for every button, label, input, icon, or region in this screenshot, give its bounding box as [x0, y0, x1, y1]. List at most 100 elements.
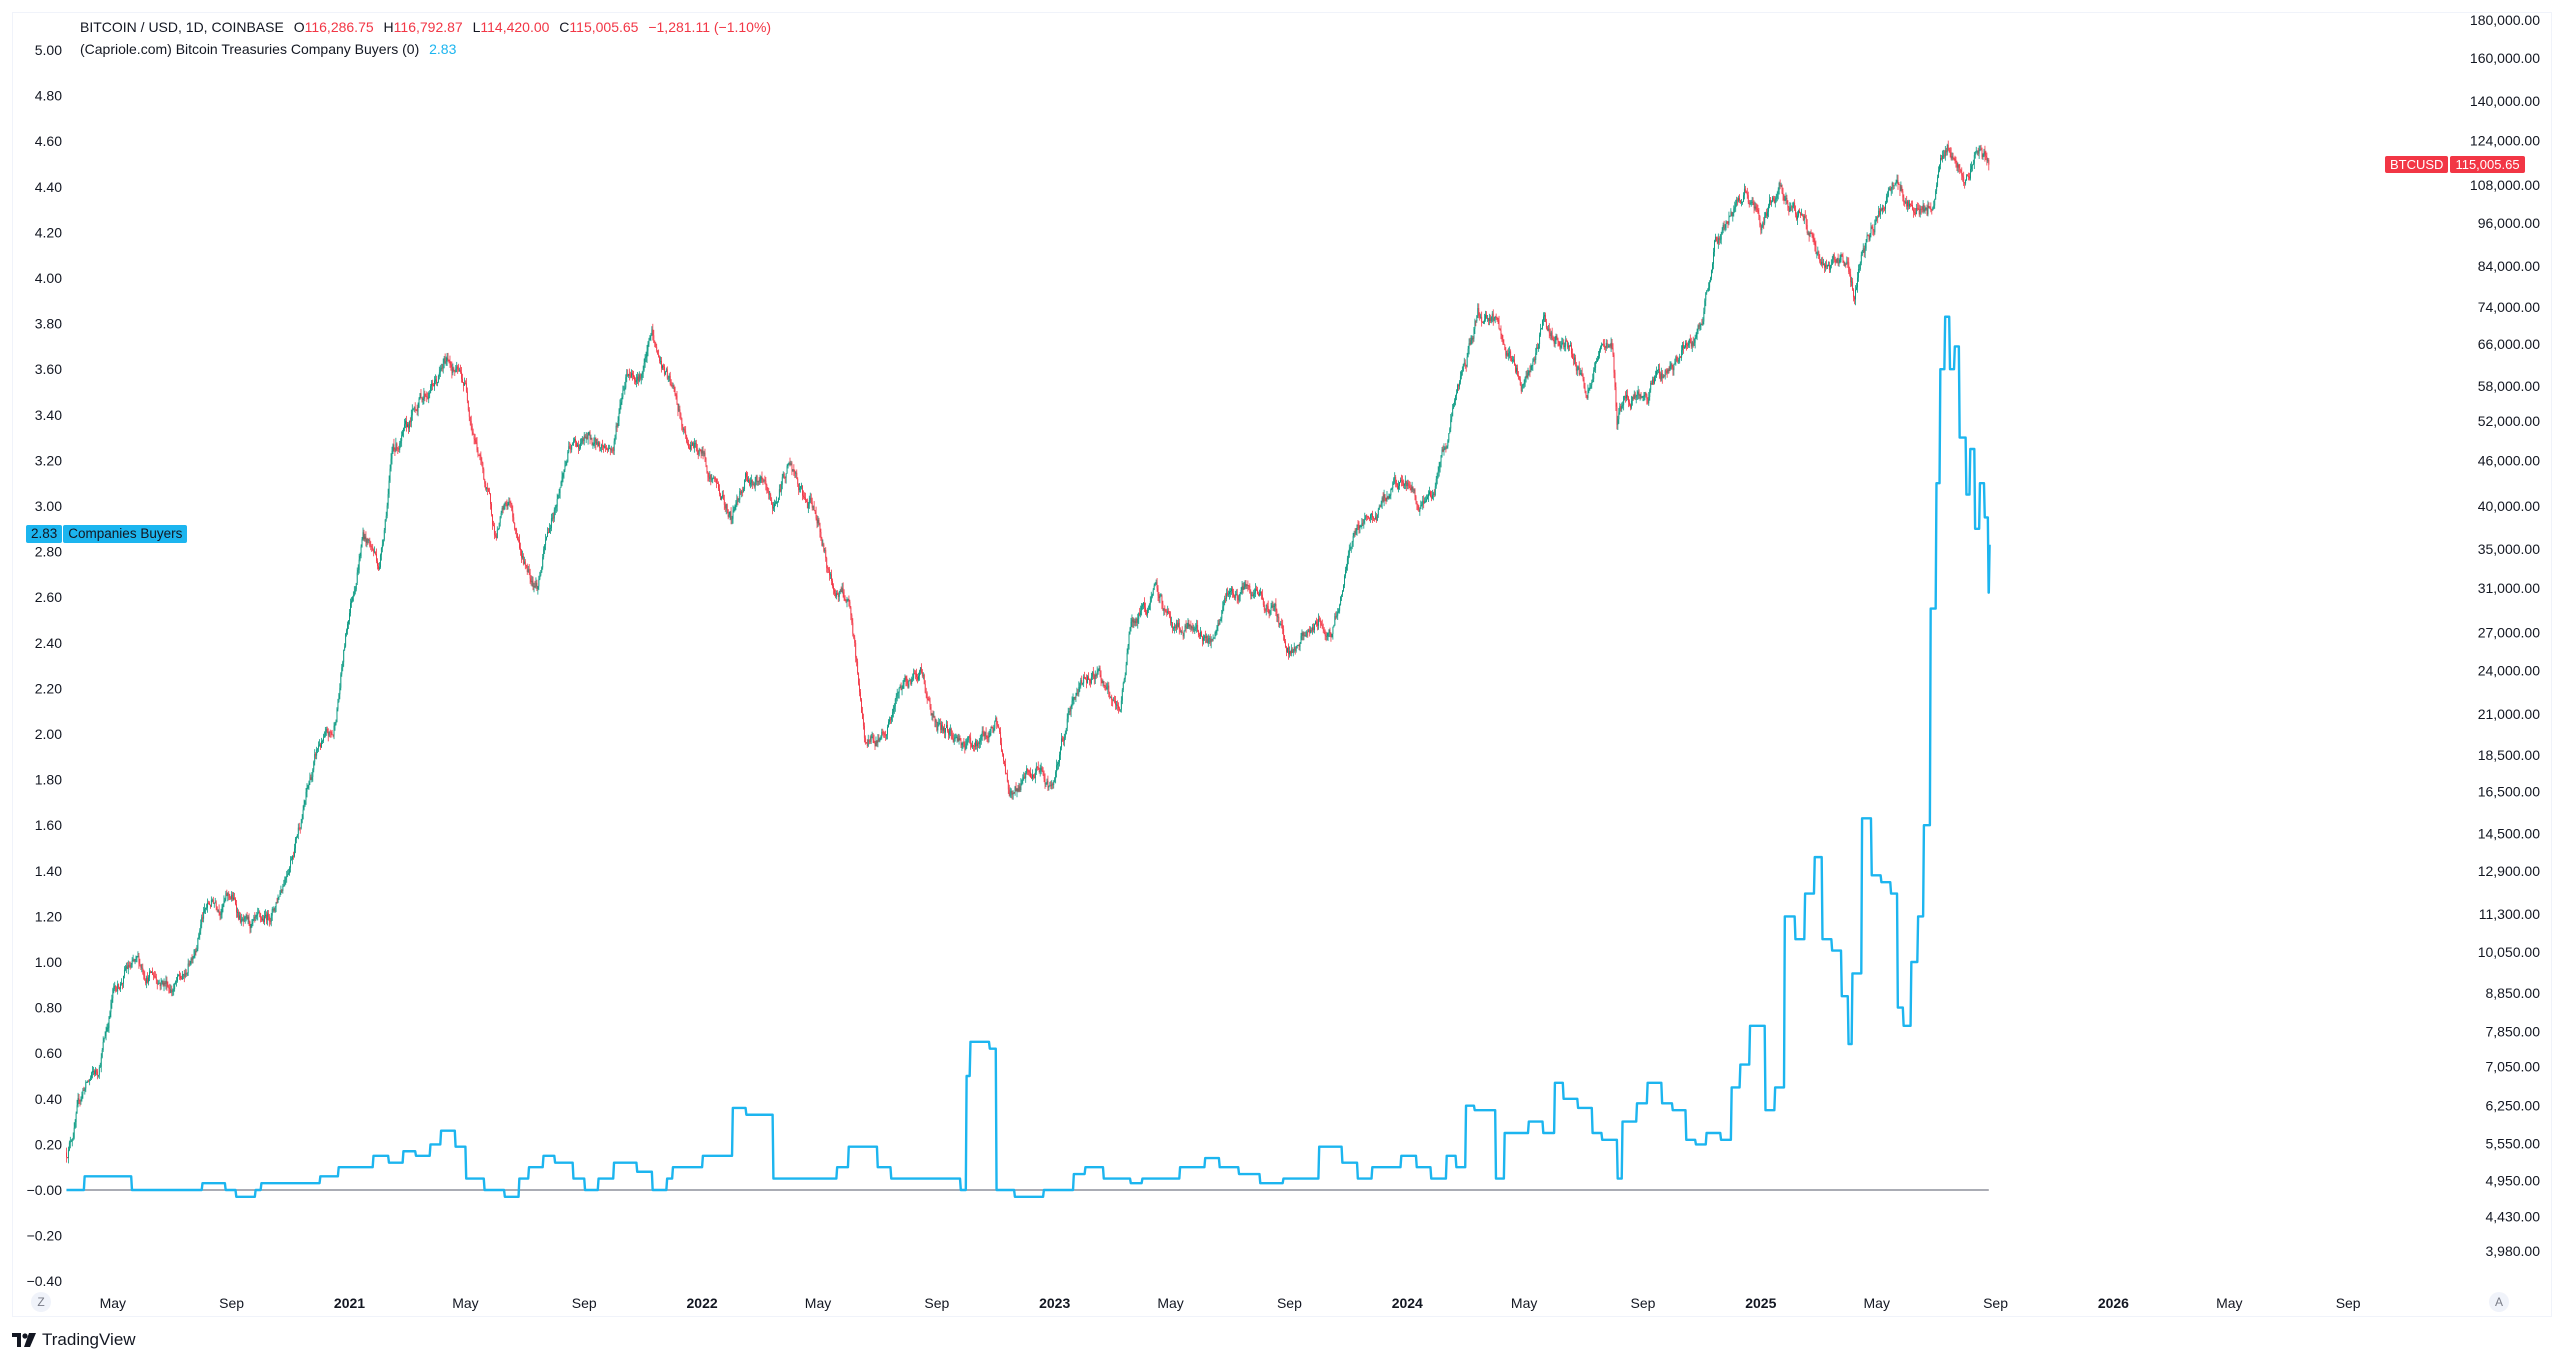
- candle-body: [435, 379, 436, 381]
- candle-body: [720, 496, 722, 500]
- zoom-button[interactable]: Z: [31, 1292, 51, 1312]
- candle-body: [591, 438, 593, 445]
- candle-body: [1748, 202, 1750, 204]
- candle-body: [165, 980, 167, 984]
- candle-body: [895, 696, 897, 700]
- candle-body: [1236, 594, 1238, 598]
- candle-body: [599, 442, 601, 448]
- auto-scale-button[interactable]: A: [2489, 1292, 2509, 1312]
- candle-body: [1650, 383, 1652, 390]
- candle-body: [1062, 740, 1064, 742]
- candle-body: [1813, 239, 1815, 243]
- candle-body: [228, 893, 230, 895]
- candle-body: [677, 403, 679, 411]
- candle-body: [1283, 628, 1285, 636]
- candle-body: [1372, 513, 1373, 518]
- candle-body: [1202, 636, 1203, 641]
- candle-body: [147, 977, 149, 983]
- candle-body: [871, 736, 873, 738]
- candle-body: [802, 485, 804, 496]
- candle-body: [1765, 212, 1767, 217]
- candle-body: [1358, 525, 1360, 529]
- symbol-name: BITCOIN / USD, 1D, COINBASE: [80, 19, 284, 35]
- candle-body: [1984, 151, 1986, 156]
- candle-body: [284, 879, 286, 886]
- candle-body: [107, 1027, 109, 1029]
- candle-body: [1481, 316, 1483, 323]
- candle-body: [1048, 785, 1050, 788]
- candle-body: [1129, 627, 1131, 635]
- candle-body: [285, 877, 287, 880]
- candle-body: [365, 536, 367, 543]
- candle-body: [303, 804, 305, 810]
- candle-body: [642, 370, 644, 375]
- candle-body: [563, 469, 565, 474]
- candle-body: [947, 724, 948, 731]
- candle-body: [1563, 342, 1565, 348]
- candle-body: [407, 424, 409, 429]
- candle-body: [104, 1035, 106, 1039]
- candle-body: [1174, 626, 1176, 629]
- candle-body: [1280, 623, 1282, 625]
- candle-body: [278, 896, 280, 898]
- candle-body: [1829, 265, 1831, 270]
- candle-body: [574, 438, 576, 441]
- candle-body: [363, 532, 365, 540]
- candle-body: [1865, 242, 1867, 249]
- open-label: O: [293, 19, 305, 35]
- candle-body: [1266, 604, 1268, 607]
- candle-body: [1584, 387, 1586, 392]
- candle-body: [1704, 300, 1706, 312]
- candle-body: [1318, 618, 1320, 620]
- candle-body: [907, 683, 909, 688]
- candle-body: [1769, 199, 1770, 206]
- candle-body: [1847, 261, 1849, 263]
- candle-body: [115, 985, 117, 991]
- candle-body: [523, 561, 525, 564]
- candle-body: [1495, 316, 1497, 318]
- candle-body: [1406, 482, 1408, 487]
- candle-body: [1617, 419, 1619, 425]
- candle-body: [1776, 194, 1778, 198]
- candle-body: [1560, 345, 1562, 348]
- right-axis: 180,000.00160,000.00140,000.00124,000.00…: [2470, 12, 2540, 1259]
- indicator-legend[interactable]: (Capriole.com) Bitcoin Treasuries Compan…: [80, 41, 462, 57]
- candle-body: [736, 498, 738, 503]
- candle-body: [1452, 408, 1454, 417]
- candle-body: [656, 346, 658, 351]
- time-axis-tick: May: [1157, 1295, 1183, 1311]
- candle-body: [1139, 612, 1141, 615]
- candle-body: [1575, 364, 1577, 371]
- candle-body: [1780, 185, 1782, 186]
- candle-body: [1150, 597, 1152, 602]
- candle-body: [1096, 671, 1098, 677]
- candle-body: [1316, 623, 1318, 626]
- candle-body: [1606, 343, 1608, 348]
- tradingview-logo[interactable]: TradingView: [12, 1330, 136, 1350]
- candle-body: [1731, 212, 1733, 217]
- candle-body: [778, 489, 780, 498]
- candle-body: [1542, 320, 1543, 329]
- candle-body: [444, 358, 446, 363]
- candle-body: [87, 1080, 89, 1083]
- candle-body: [100, 1057, 102, 1067]
- candle-body: [1453, 404, 1455, 409]
- candle-body: [1734, 207, 1736, 209]
- candle-body: [398, 448, 400, 450]
- candle-body: [1248, 585, 1250, 587]
- candle-body: [1801, 214, 1803, 216]
- candle-body: [200, 924, 202, 931]
- candle-body: [691, 445, 692, 446]
- candle-body: [864, 737, 866, 743]
- right-axis-tick: 11,300.00: [2479, 906, 2540, 922]
- candle-body: [468, 409, 470, 417]
- candle-body: [1446, 446, 1448, 448]
- candle-body: [587, 434, 589, 440]
- candle-body: [424, 393, 426, 397]
- candle-body: [615, 425, 617, 435]
- candle-body: [726, 504, 728, 510]
- candle-body: [277, 897, 279, 903]
- candle-body: [1587, 389, 1589, 399]
- candle-body: [1610, 342, 1612, 347]
